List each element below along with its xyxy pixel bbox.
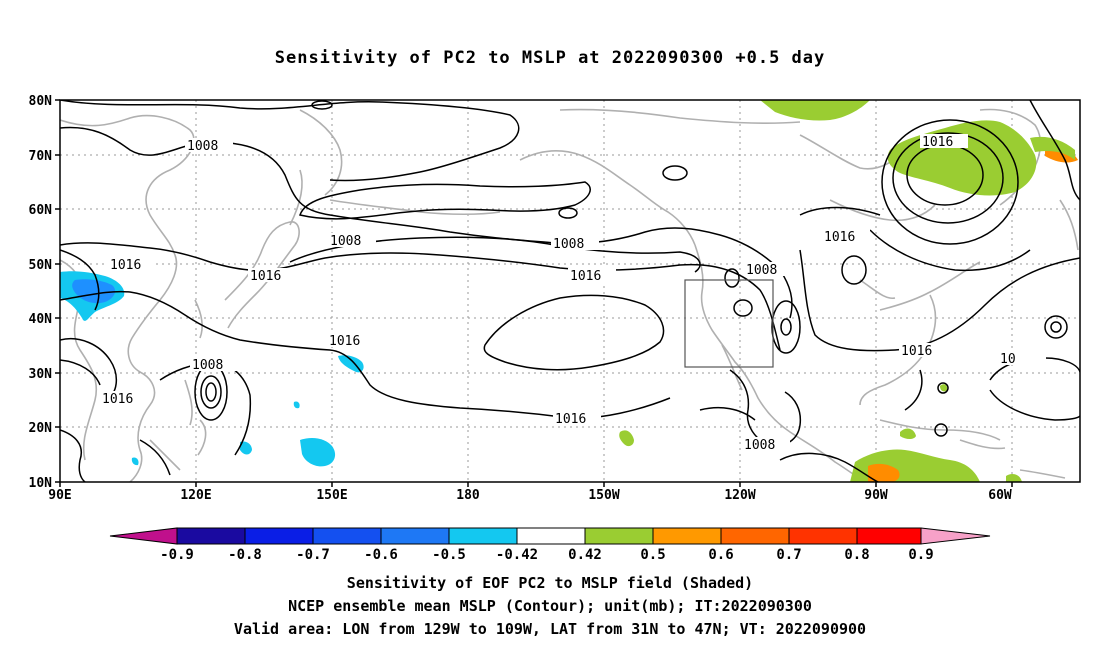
colorbar-label: 0.8 — [844, 547, 869, 563]
contour-label: 1016 — [922, 135, 953, 150]
colorbar-cell — [856, 527, 922, 545]
colorbar-cell — [176, 527, 246, 545]
colorbar-label: 0.9 — [908, 547, 933, 563]
lightblue-region-1 — [338, 355, 364, 373]
lat-labels: 80N 70N 60N 50N 40N 30N 20N 10N — [29, 94, 53, 491]
colorbar-cell — [312, 527, 382, 545]
lat-label: 40N — [29, 312, 53, 327]
colorbar-cell — [448, 527, 518, 545]
green-region-gulf — [900, 428, 916, 439]
green-region-carib — [1006, 474, 1022, 482]
colorbar-cell — [652, 527, 722, 545]
footer-line-1: Sensitivity of EOF PC2 to MSLP field (Sh… — [346, 574, 754, 592]
green-region-pacific — [619, 430, 634, 447]
contour-label: 10 — [1000, 352, 1016, 367]
lon-label: 60W — [988, 488, 1012, 503]
contour-label: 1008 — [553, 237, 584, 252]
contour-label: 1008 — [192, 358, 223, 373]
lightblue-region-5 — [293, 401, 300, 409]
lat-label: 20N — [29, 421, 53, 436]
colorbar-label: -0.6 — [364, 547, 398, 563]
contour-label: 1016 — [570, 269, 601, 284]
colorbar-label: -0.5 — [432, 547, 466, 563]
orange-region-central-am — [868, 463, 900, 482]
colorbar-label: -0.42 — [496, 547, 538, 563]
lat-label: 70N — [29, 149, 53, 164]
contour-labels: 1008 1008 1008 1008 1008 1008 1016 1016 … — [100, 134, 1046, 453]
colorbar-cell — [788, 527, 858, 545]
green-region-bermuda — [940, 384, 948, 392]
colorbar-label: 0.42 — [568, 547, 602, 563]
map-frame — [59, 99, 1081, 483]
lightblue-region-4 — [131, 457, 139, 466]
lat-label: 80N — [29, 94, 53, 109]
green-region-greenland — [1030, 136, 1075, 160]
footer-line-2: NCEP ensemble mean MSLP (Contour); unit(… — [288, 597, 812, 615]
colorbar-label: 0.5 — [640, 547, 665, 563]
lat-label: 60N — [29, 203, 53, 218]
colorbar: -0.9 -0.8 -0.7 -0.6 -0.5 -0.42 0.42 0.5 … — [109, 527, 991, 563]
contour-label: 1016 — [555, 412, 586, 427]
lon-label: 150E — [316, 488, 347, 503]
footer-line-3: Valid area: LON from 129W to 109W, LAT f… — [233, 620, 867, 638]
lon-label: 90W — [864, 488, 888, 503]
colorbar-left-arrow — [109, 527, 178, 545]
chart-title: Sensitivity of PC2 to MSLP at 2022090300… — [274, 48, 826, 68]
lon-label: 150W — [588, 488, 619, 503]
contour-label: 1008 — [746, 263, 777, 278]
lon-label: 90E — [48, 488, 71, 503]
colorbar-right-arrow — [920, 527, 991, 545]
contour-label: 1016 — [901, 344, 932, 359]
contour-label: 1016 — [329, 334, 360, 349]
valid-area-box — [684, 279, 774, 368]
colorbar-label: -0.7 — [296, 547, 330, 563]
colorbar-cell — [720, 527, 790, 545]
colorbar-cell — [584, 527, 654, 545]
lat-label: 30N — [29, 367, 53, 382]
colorbar-cell — [244, 527, 314, 545]
colorbar-label: -0.9 — [160, 547, 194, 563]
colorbar-label: -0.8 — [228, 547, 262, 563]
contour-label: 1016 — [102, 392, 133, 407]
lon-labels: 90E 120E 150E 180 150W 120W 90W 60W — [48, 488, 1012, 503]
lon-label: 120E — [180, 488, 211, 503]
darkblue-region-asia — [72, 279, 116, 304]
lightblue-region-2 — [300, 438, 336, 467]
contour-label: 1008 — [330, 234, 361, 249]
colorbar-cell — [380, 527, 450, 545]
lat-label: 50N — [29, 258, 53, 273]
lon-label: 180 — [456, 488, 480, 503]
contour-label: 1008 — [187, 139, 218, 154]
contour-label: 1008 — [744, 438, 775, 453]
contour-label: 1016 — [824, 230, 855, 245]
contour-label: 1016 — [110, 258, 141, 273]
colorbar-label: 0.7 — [776, 547, 801, 563]
colorbar-label: 0.6 — [708, 547, 733, 563]
colorbar-cell — [516, 527, 586, 545]
gridlines — [60, 100, 1080, 482]
contour-label: 1016 — [250, 269, 281, 284]
lat-label: 10N — [29, 476, 53, 491]
lon-label: 120W — [724, 488, 755, 503]
lightblue-region-3 — [240, 441, 252, 455]
green-region-arctic — [760, 100, 870, 121]
